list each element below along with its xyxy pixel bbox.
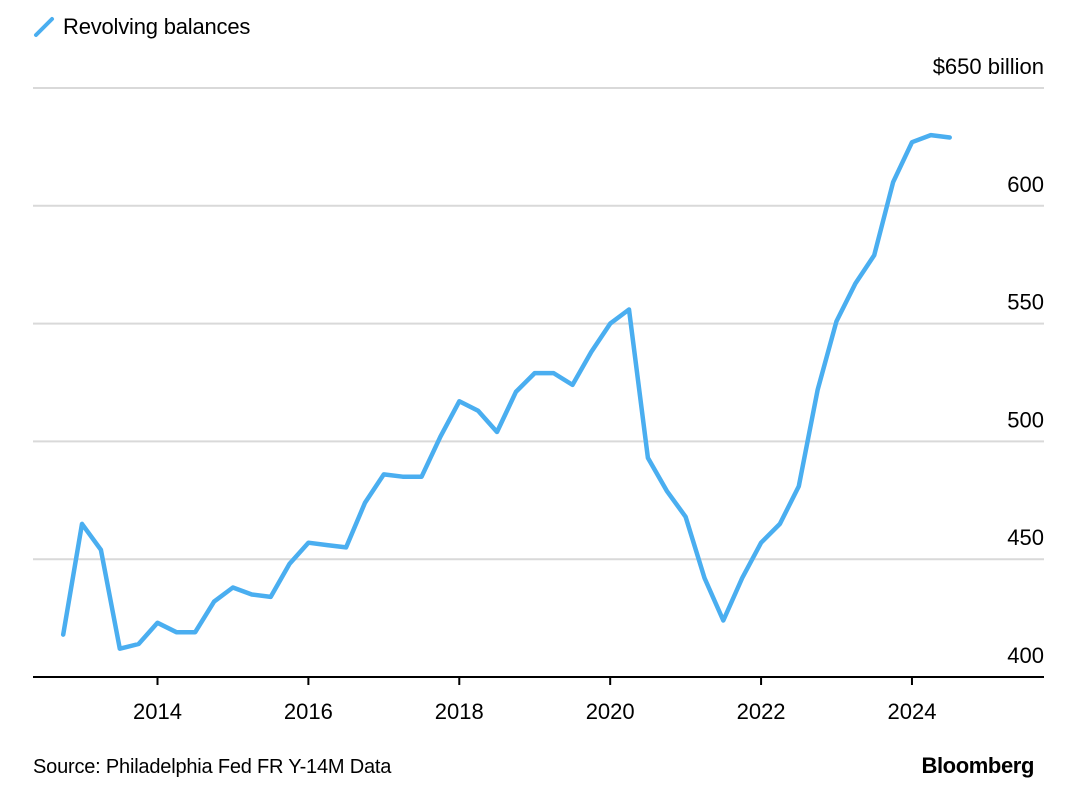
x-tick-label: 2016 bbox=[284, 699, 333, 724]
y-tick-label: $650 billion bbox=[933, 54, 1044, 79]
data-point bbox=[363, 501, 367, 505]
data-point bbox=[174, 630, 178, 634]
data-point bbox=[740, 576, 744, 580]
data-point bbox=[608, 322, 612, 326]
data-point bbox=[438, 435, 442, 439]
data-point bbox=[514, 390, 518, 394]
data-point bbox=[401, 475, 405, 479]
x-tick-label: 2024 bbox=[887, 699, 936, 724]
bloomberg-logo: Bloomberg bbox=[921, 753, 1034, 778]
data-point bbox=[382, 472, 386, 476]
data-point bbox=[306, 541, 310, 545]
data-point bbox=[552, 371, 556, 375]
data-point bbox=[891, 180, 895, 184]
data-point bbox=[627, 307, 631, 311]
data-point bbox=[948, 135, 952, 139]
data-point bbox=[118, 647, 122, 651]
data-point bbox=[80, 522, 84, 526]
data-point bbox=[646, 456, 650, 460]
data-point bbox=[816, 388, 820, 392]
data-point bbox=[420, 475, 424, 479]
data-point bbox=[702, 576, 706, 580]
y-tick-label: 600 bbox=[1007, 172, 1044, 197]
data-point bbox=[797, 484, 801, 488]
x-tick-label: 2020 bbox=[586, 699, 635, 724]
x-tick-label: 2014 bbox=[133, 699, 182, 724]
data-point bbox=[495, 430, 499, 434]
data-point bbox=[137, 642, 141, 646]
data-point bbox=[721, 618, 725, 622]
y-tick-label: 450 bbox=[1007, 525, 1044, 550]
data-point bbox=[344, 545, 348, 549]
data-point bbox=[99, 548, 103, 552]
source-note: Source: Philadelphia Fed FR Y-14M Data bbox=[33, 756, 392, 778]
data-point bbox=[570, 383, 574, 387]
data-point bbox=[872, 253, 876, 257]
legend-line-icon bbox=[34, 17, 54, 37]
data-point bbox=[929, 133, 933, 137]
data-point bbox=[835, 319, 839, 323]
data-point bbox=[665, 489, 669, 493]
data-point bbox=[231, 585, 235, 589]
data-point bbox=[533, 371, 537, 375]
data-point bbox=[589, 350, 593, 354]
data-point bbox=[61, 633, 65, 637]
data-point bbox=[910, 140, 914, 144]
data-point bbox=[457, 399, 461, 403]
data-point bbox=[684, 515, 688, 519]
data-point bbox=[778, 522, 782, 526]
data-point bbox=[476, 409, 480, 413]
data-point bbox=[759, 541, 763, 545]
legend: Revolving balances bbox=[33, 12, 250, 42]
y-tick-label: 500 bbox=[1007, 407, 1044, 432]
data-point bbox=[250, 593, 254, 597]
x-tick-label: 2022 bbox=[737, 699, 786, 724]
series-line-revolving-balances bbox=[60, 132, 952, 651]
x-tick-label: 2018 bbox=[435, 699, 484, 724]
data-point bbox=[853, 282, 857, 286]
data-point bbox=[212, 600, 216, 604]
y-tick-label: 400 bbox=[1007, 643, 1044, 668]
data-point bbox=[269, 595, 273, 599]
legend-label: Revolving balances bbox=[63, 14, 251, 39]
data-point bbox=[325, 543, 329, 547]
data-point bbox=[193, 630, 197, 634]
data-point bbox=[155, 621, 159, 625]
data-point bbox=[288, 562, 292, 566]
y-tick-label: 550 bbox=[1007, 290, 1044, 315]
